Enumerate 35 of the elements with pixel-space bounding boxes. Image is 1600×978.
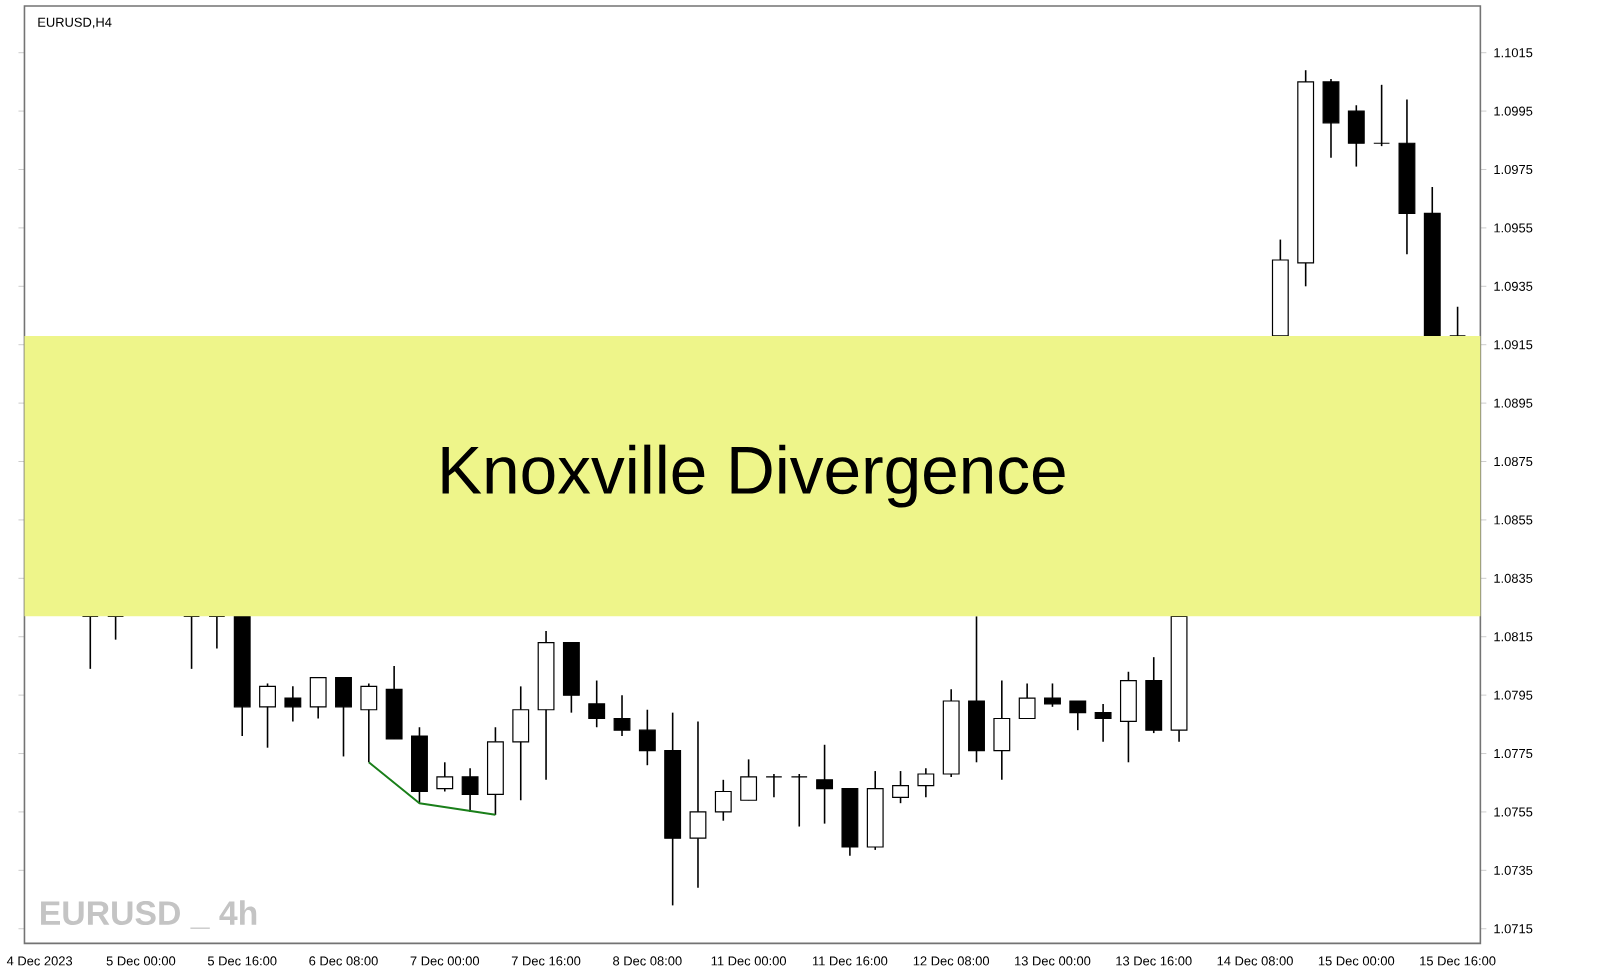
candlestick bbox=[512, 685, 530, 802]
band-label: Knoxville Divergence bbox=[442, 445, 1065, 508]
candlestick bbox=[1094, 703, 1112, 744]
candlestick bbox=[613, 694, 631, 738]
candlestick bbox=[461, 767, 479, 814]
candlestick bbox=[714, 779, 732, 822]
candlestick bbox=[1044, 683, 1061, 708]
candlestick bbox=[892, 770, 909, 805]
candlestick bbox=[1069, 700, 1087, 732]
candlestick bbox=[1322, 78, 1340, 159]
candlestick bbox=[917, 767, 935, 799]
candlestick bbox=[335, 677, 352, 758]
candlestick bbox=[360, 683, 378, 764]
candlestick bbox=[309, 677, 327, 720]
candlestick bbox=[790, 773, 808, 828]
candlestick bbox=[1018, 683, 1036, 720]
candlestick bbox=[1373, 84, 1391, 148]
annotation: EURUSD _ 4h bbox=[41, 900, 257, 930]
candlestick bbox=[284, 685, 302, 723]
candlestick bbox=[588, 680, 606, 729]
candlestick bbox=[81, 615, 99, 671]
candlestick bbox=[1347, 104, 1365, 168]
candlestick bbox=[436, 761, 454, 793]
candlestick bbox=[208, 615, 226, 650]
candlestick bbox=[1449, 306, 1467, 338]
candlestick bbox=[765, 773, 783, 799]
candlestick bbox=[740, 758, 758, 802]
candlestick bbox=[638, 709, 656, 767]
candlestick bbox=[1119, 671, 1137, 764]
candlestick bbox=[993, 680, 1011, 781]
candlestick bbox=[689, 720, 707, 890]
candlestick bbox=[183, 615, 201, 671]
candlestick bbox=[259, 683, 276, 749]
candlestick bbox=[816, 744, 834, 825]
candlestick bbox=[107, 615, 125, 641]
